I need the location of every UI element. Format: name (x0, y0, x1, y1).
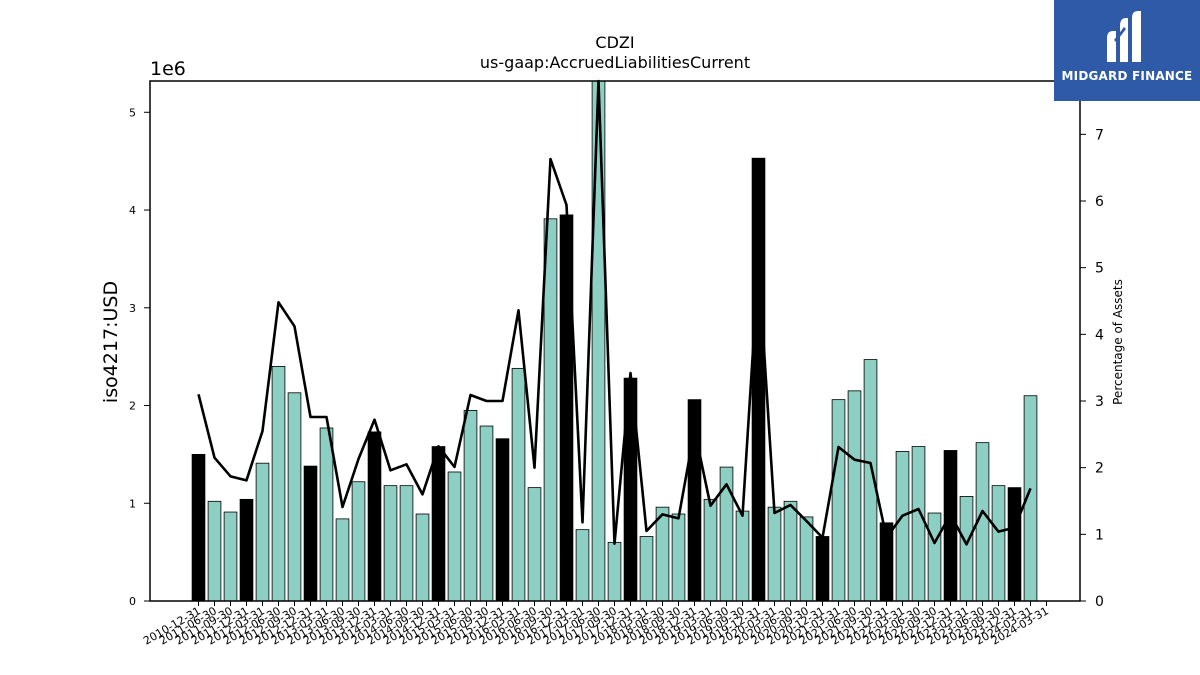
y2-tick-label: 6 (1095, 194, 1104, 210)
bar-2016-12-31 (575, 529, 590, 602)
bar-2019-06-30 (735, 510, 750, 602)
bar-2019-12-31 (767, 506, 782, 602)
brand-logo: MIDGARD FINANCE (1054, 0, 1200, 101)
y-tick-label: 4 (129, 204, 136, 217)
y2-tick-label: 3 (1095, 394, 1104, 410)
bar-2011-09-30 (239, 498, 254, 602)
y-tick-label: 0 (129, 595, 136, 608)
bar-2011-03-31 (207, 500, 222, 602)
y-tick-label: 5 (129, 106, 136, 119)
bar-2012-12-31 (319, 427, 334, 602)
bar-2016-03-31 (527, 487, 542, 602)
brand-name: MIDGARD FINANCE (1061, 69, 1193, 83)
bar-2015-12-31 (511, 367, 526, 602)
y2-tick-label: 1 (1095, 527, 1104, 543)
y2-tick-label: 4 (1095, 327, 1104, 343)
bar-2022-12-31 (959, 496, 974, 602)
bar-2022-09-30 (943, 450, 958, 602)
bar-2014-12-31 (447, 471, 462, 602)
bar-2020-12-31 (831, 399, 846, 602)
bar-2021-03-31 (847, 390, 862, 602)
bar-2014-03-31 (399, 485, 414, 602)
chart-title: CDZI (595, 33, 634, 52)
bar-2020-06-30 (799, 516, 814, 602)
y2-tick-label: 7 (1095, 127, 1104, 143)
chart-subtitle: us-gaap:AccruedLiabilitiesCurrent (480, 53, 750, 72)
y2-tick-label: 0 (1095, 594, 1104, 610)
bar-2018-03-31 (655, 506, 670, 602)
bar-2014-09-30 (431, 446, 446, 602)
bar-2013-03-31 (335, 518, 350, 602)
bar-2015-03-31 (463, 409, 478, 602)
percent-of-assets-line (197, 79, 1032, 546)
y2-tick-label: 2 (1095, 461, 1104, 477)
bar-2015-09-30 (495, 438, 510, 602)
bar-2014-06-30 (415, 513, 430, 602)
bar-2023-09-30 (1007, 487, 1022, 602)
bar-2018-12-31 (703, 498, 718, 602)
bar-2011-06-30 (223, 511, 238, 602)
bar-2017-06-30 (607, 541, 622, 602)
bar-2015-06-30 (479, 425, 494, 602)
bar-2012-09-30 (303, 465, 318, 602)
bar-2011-12-31 (255, 462, 270, 602)
bar-2016-06-30 (543, 218, 558, 602)
bar-2013-06-30 (351, 481, 366, 602)
bar-2017-03-31 (591, 80, 606, 602)
bar-2022-03-31 (911, 446, 926, 602)
bar-2022-06-30 (927, 512, 942, 602)
bar-2010-12-31 (191, 453, 206, 602)
bar-2012-06-30 (287, 392, 302, 602)
bar-2013-12-31 (383, 485, 398, 602)
plot-frame (149, 80, 1081, 602)
midgard-m-icon (1107, 11, 1141, 62)
bar-2013-09-30 (367, 431, 382, 602)
bar-2020-03-31 (783, 500, 798, 602)
y-tick-label: 3 (129, 302, 136, 315)
y-tick-label: 2 (129, 400, 136, 413)
bar-2021-12-31 (895, 451, 910, 602)
y-axis-label: iso4217:USD (100, 281, 122, 403)
bar-2017-12-31 (639, 536, 654, 602)
bar-2020-09-30 (815, 536, 830, 602)
y-tick-label: 1 (129, 497, 136, 510)
bar-2019-09-30 (751, 157, 766, 602)
y2-tick-label: 5 (1095, 261, 1104, 277)
bar-2012-03-31 (271, 366, 286, 602)
y-axis-scale-label: 1e6 (150, 58, 186, 80)
bar-2023-06-30 (991, 485, 1006, 602)
y2-axis-label: Percentage of Assets (1111, 279, 1125, 405)
bar-2018-06-30 (671, 513, 686, 602)
